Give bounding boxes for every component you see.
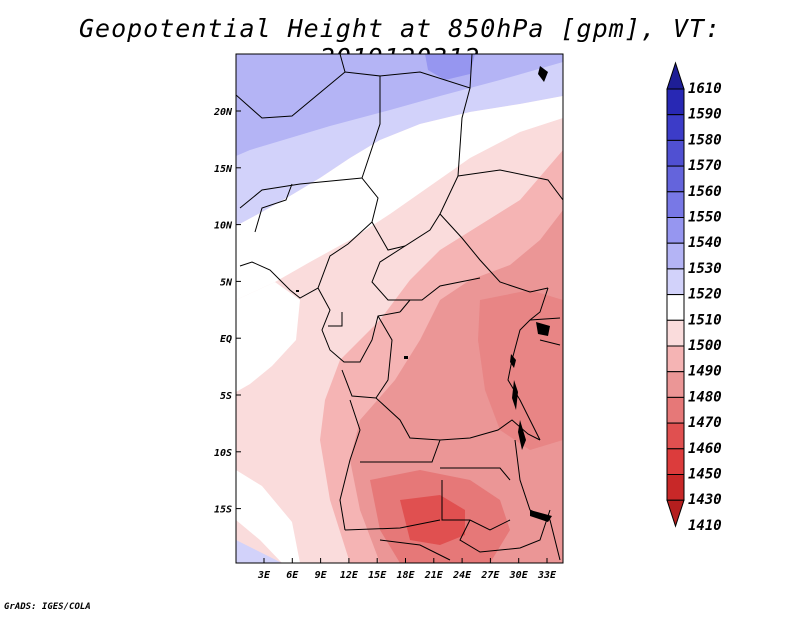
colorbar-level-label: 1590 — [688, 107, 722, 123]
colorbar-swatch — [666, 114, 685, 141]
colorbar-level-label: 1520 — [688, 287, 722, 303]
geopotential-field — [236, 54, 563, 563]
lon-tick-label: 3E — [257, 570, 271, 581]
colorbar-swatch — [666, 191, 685, 219]
colorbar-level-label: 1480 — [688, 389, 722, 405]
colorbar-swatch — [666, 165, 685, 193]
colorbar-level-label: 1570 — [688, 158, 722, 174]
colorbar-swatch — [666, 294, 685, 321]
colorbar-level-label: 1430 — [688, 492, 722, 508]
colorbar-level-label: 1500 — [688, 338, 722, 354]
colorbar-level-label: 1410 — [688, 518, 722, 534]
lon-tick-label: 12E — [340, 570, 359, 581]
lon-tick-label: 30E — [509, 570, 529, 581]
colorbar-level-label: 1490 — [688, 364, 722, 380]
longitude-axis: 3E 6E 9E 12E 15E 18E 21E 24E 27E 30E 33E — [257, 558, 557, 581]
colorbar-bottom-arrow — [666, 499, 685, 528]
colorbar-swatch — [666, 242, 685, 270]
lat-tick-label: 5S — [220, 391, 232, 402]
colorbar-swatch — [666, 88, 685, 116]
colorbar-level-label: 1530 — [688, 261, 722, 277]
colorbar-swatch — [666, 345, 685, 373]
lon-tick-label: 6E — [286, 570, 299, 581]
lon-tick-label: 33E — [537, 570, 557, 581]
map-frame — [235, 53, 564, 564]
lon-tick-label: 27E — [480, 570, 500, 581]
lakes-and-islands — [296, 66, 552, 522]
lat-tick-label: 20N — [213, 107, 233, 118]
colorbar-level-label: 1610 — [688, 81, 722, 97]
colorbar-swatch — [666, 396, 685, 424]
colorbar-swatch — [666, 448, 685, 475]
colorbar-level-label: 1450 — [688, 467, 722, 483]
lon-tick-label: 9E — [315, 570, 328, 581]
colorbar-swatch — [666, 371, 685, 398]
colorbar-swatch — [666, 139, 685, 167]
colorbar-swatch — [666, 217, 685, 244]
colorbar-level-label: 1580 — [688, 132, 722, 148]
colorbar-swatch — [666, 422, 685, 450]
colorbar-level-label: 1510 — [688, 312, 722, 328]
lat-tick-label: 10S — [214, 448, 232, 459]
colorbar-level-label: 1470 — [688, 415, 722, 431]
colorbar-level-label: 1540 — [688, 235, 722, 251]
colorbar-top-arrow — [666, 61, 685, 90]
lat-tick-label: 5N — [220, 277, 233, 288]
lon-tick-label: 24E — [452, 570, 472, 581]
lat-tick-label: 15N — [214, 164, 233, 175]
lat-tick-label: 15S — [214, 505, 232, 516]
lon-tick-label: 15E — [368, 570, 387, 581]
latitude-axis: 20N 15N 10N 5N EQ 5S 10S 15S — [213, 107, 241, 516]
colorbar: 1610 1590 1580 1570 1560 1550 1540 1530 1520 1510… — [666, 61, 722, 534]
grads-credit: GrADS: IGES/COLA — [4, 602, 91, 612]
colorbar-level-label: 1550 — [688, 210, 722, 226]
lat-tick-label: 10N — [214, 221, 233, 232]
colorbar-swatch — [666, 474, 685, 501]
lon-tick-label: 18E — [396, 570, 415, 581]
colorbar-level-label: 1460 — [688, 441, 722, 457]
lon-tick-label: 21E — [424, 570, 444, 581]
colorbar-swatch — [666, 319, 685, 347]
lat-tick-label: EQ — [220, 334, 232, 345]
colorbar-level-label: 1560 — [688, 184, 722, 200]
colorbar-swatch — [666, 268, 685, 296]
